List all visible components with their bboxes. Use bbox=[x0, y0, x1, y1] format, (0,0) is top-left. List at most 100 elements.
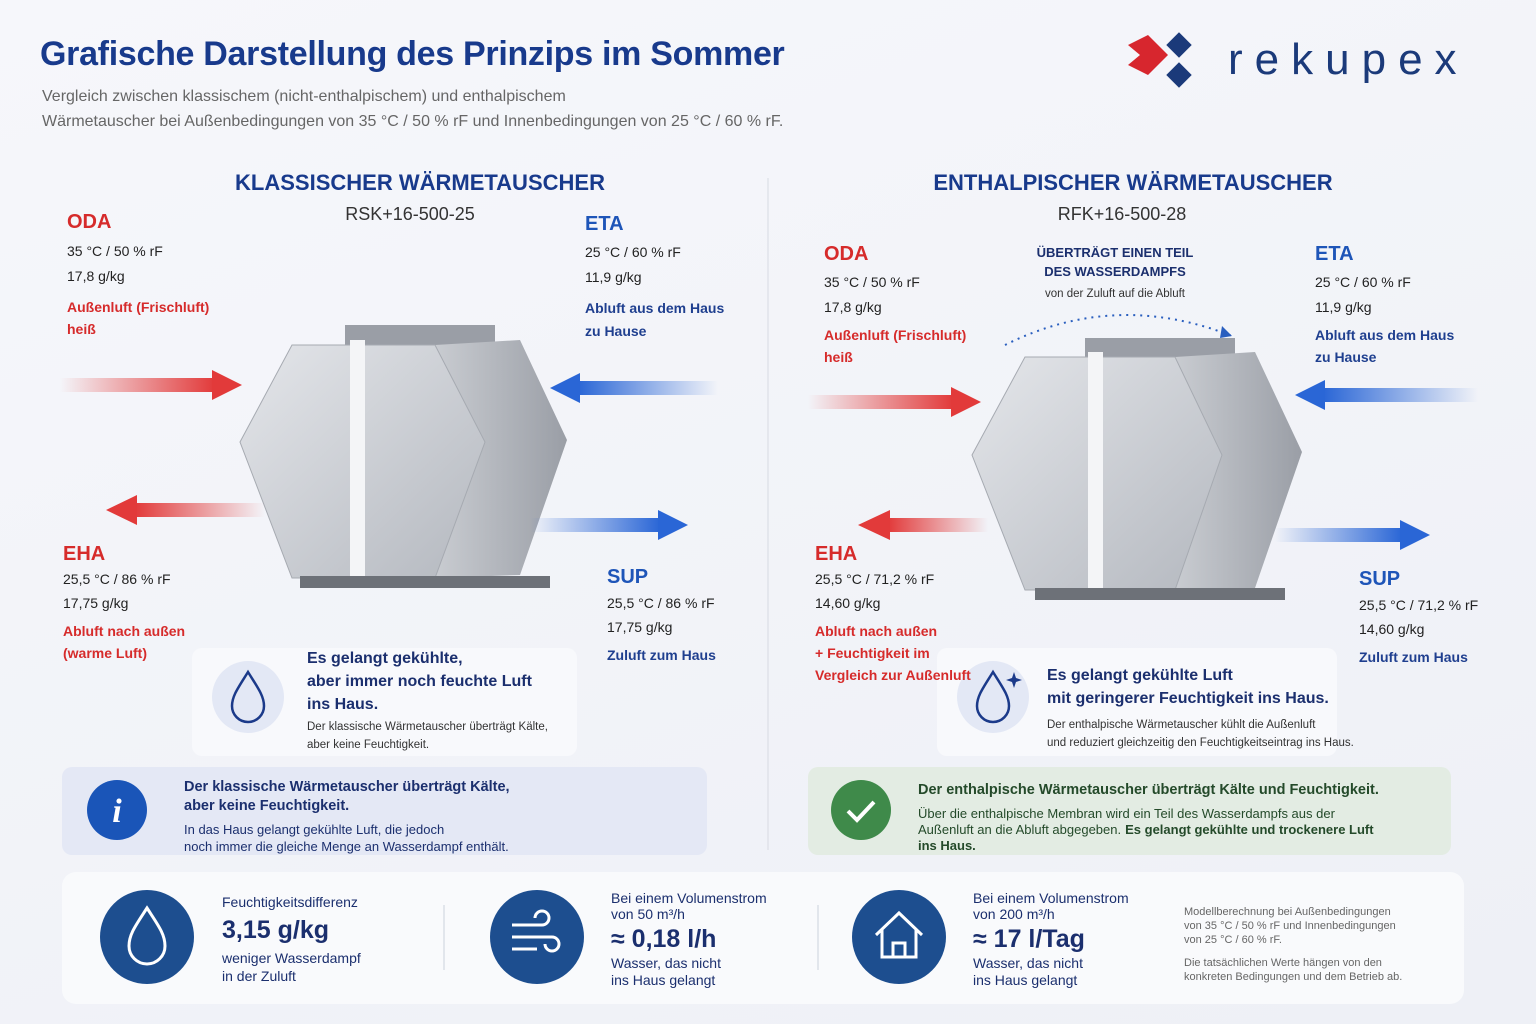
result-heading: mit geringerer Feuchtigkeit ins Haus. bbox=[1047, 690, 1329, 707]
air-description: Vergleich zur Außenluft bbox=[815, 667, 971, 683]
shape bbox=[1295, 380, 1325, 410]
stat-note: ins Haus gelangt bbox=[973, 972, 1078, 988]
humidity: 14,60 g/kg bbox=[815, 595, 881, 611]
shape bbox=[127, 905, 167, 966]
callout-heading: DES WASSERDAMPFS bbox=[1044, 264, 1186, 279]
shape bbox=[230, 669, 266, 724]
airflow-arrows bbox=[60, 314, 1478, 550]
panel-title: KLASSISCHER WÄRMETAUSCHER bbox=[235, 170, 605, 195]
air-label: ODA bbox=[67, 211, 112, 233]
shape bbox=[888, 518, 988, 532]
stats-bar bbox=[62, 872, 1464, 1004]
air-description: heiß bbox=[824, 349, 853, 365]
result-detail: und reduziert gleichzeitig den Feuchtigk… bbox=[1047, 737, 1354, 749]
humidity: 17,8 g/kg bbox=[67, 268, 125, 284]
air-label: ODA bbox=[824, 243, 869, 265]
shape bbox=[212, 661, 284, 733]
air-description: Zuluft zum Haus bbox=[1359, 649, 1468, 665]
shape bbox=[1004, 314, 1233, 346]
panel-title: ENTHALPISCHER WÄRMETAUSCHER bbox=[933, 170, 1333, 195]
air-description: Abluft nach außen bbox=[815, 623, 938, 639]
callout-detail: von der Zuluft auf die Abluft bbox=[1044, 288, 1186, 300]
shape bbox=[831, 780, 891, 840]
stat-caption: Bei einem Volumenstrom bbox=[611, 890, 767, 906]
callout-heading: ÜBERTRÄGT EINEN TEIL bbox=[1036, 245, 1194, 260]
title: Grafische Darstellung des Prinzips im So… bbox=[40, 35, 785, 73]
air-description: (warme Luft) bbox=[63, 645, 147, 661]
logo-mark bbox=[1128, 32, 1192, 88]
stat-caption: Bei einem Volumenstrom bbox=[973, 890, 1129, 906]
humidity: 17,8 g/kg bbox=[824, 299, 882, 315]
air-description: Abluft aus dem Haus bbox=[1315, 327, 1455, 343]
shape bbox=[1088, 352, 1103, 592]
heat-exchanger bbox=[239, 325, 567, 588]
shape bbox=[512, 909, 561, 953]
shape bbox=[874, 910, 924, 959]
shape bbox=[1400, 520, 1430, 550]
logo-text: rekupex bbox=[1228, 35, 1469, 84]
shape bbox=[62, 767, 707, 855]
shape bbox=[1006, 672, 1022, 688]
footnote: von 35 °C / 50 % rF und Innenbedingungen bbox=[1184, 920, 1396, 932]
summary-detail: Über die enthalpische Membran wird ein T… bbox=[918, 806, 1335, 821]
result-detail: Der enthalpische Wärmetauscher kühlt die… bbox=[1047, 719, 1316, 731]
stat-note: Wasser, das nicht bbox=[611, 955, 721, 971]
air-description: Außenluft (Frischluft) bbox=[824, 327, 967, 343]
shape bbox=[1275, 528, 1402, 542]
model-name: RFK+16-500-28 bbox=[1057, 204, 1187, 224]
footnote: konkreten Bedingungen und dem Betrieb ab… bbox=[1184, 971, 1403, 983]
shape bbox=[350, 340, 365, 580]
stat-note: in der Zuluft bbox=[222, 968, 296, 984]
heat-exchanger bbox=[971, 338, 1302, 600]
conditions: 25,5 °C / 86 % rF bbox=[63, 571, 171, 587]
air-description: + Feuchtigkeit im bbox=[815, 645, 930, 661]
summary-detail: In das Haus gelangt gekühlte Luft, die j… bbox=[184, 822, 445, 837]
summary-emphasis: Es gelangt gekühlte und trockenere Luft bbox=[1125, 822, 1374, 837]
summary-detail: Außenluft an die Abluft abgegeben. Es gel… bbox=[918, 822, 1374, 837]
summary-detail: noch immer die gleiche Menge an Wasserda… bbox=[184, 839, 509, 854]
stat-value: ≈ 17 l/Tag bbox=[973, 925, 1085, 953]
conditions: 25,5 °C / 71,2 % rF bbox=[815, 571, 935, 587]
humidity: 17,75 g/kg bbox=[607, 619, 673, 635]
shape bbox=[1175, 352, 1302, 590]
subtitle: Vergleich zwischen klassischem (nicht-en… bbox=[42, 88, 566, 105]
air-description: zu Hause bbox=[1315, 349, 1377, 365]
shape bbox=[106, 495, 137, 525]
shape bbox=[578, 381, 718, 395]
air-label: ETA bbox=[585, 213, 624, 235]
shape bbox=[1035, 588, 1285, 600]
air-label: SUP bbox=[1359, 568, 1401, 590]
stat-value: ≈ 0,18 l/h bbox=[611, 925, 717, 953]
summary-boxes: i bbox=[62, 767, 1451, 855]
footnote: Die tatsächlichen Werte hängen von den bbox=[1184, 957, 1382, 969]
shape bbox=[852, 890, 946, 984]
air-description: heiß bbox=[67, 321, 96, 337]
shape bbox=[1323, 388, 1478, 402]
air-description: zu Hause bbox=[585, 323, 647, 339]
humidity: 11,9 g/kg bbox=[1315, 299, 1372, 315]
conditions: 25 °C / 60 % rF bbox=[585, 244, 681, 260]
shape bbox=[135, 503, 265, 517]
summary-heading: aber keine Feuchtigkeit. bbox=[184, 798, 350, 814]
shape bbox=[62, 872, 1464, 1004]
shape bbox=[192, 648, 577, 756]
humidity: 11,9 g/kg bbox=[585, 269, 642, 285]
result-heading: Es gelangt gekühlte Luft bbox=[1047, 667, 1233, 684]
air-label: EHA bbox=[815, 543, 858, 565]
air-description: Abluft aus dem Haus bbox=[585, 300, 725, 316]
shape bbox=[858, 510, 890, 540]
air-label: EHA bbox=[63, 543, 106, 565]
conditions: 25 °C / 60 % rF bbox=[1315, 274, 1411, 290]
footnote: von 25 °C / 60 % rF. bbox=[1184, 934, 1282, 946]
model-name: RSK+16-500-25 bbox=[345, 204, 475, 224]
shape bbox=[345, 325, 495, 347]
shape bbox=[808, 395, 953, 409]
shape bbox=[300, 576, 550, 588]
air-label: SUP bbox=[607, 566, 649, 588]
shape: i bbox=[112, 793, 122, 830]
result-heading: ins Haus. bbox=[307, 696, 379, 713]
shape bbox=[808, 767, 1451, 855]
